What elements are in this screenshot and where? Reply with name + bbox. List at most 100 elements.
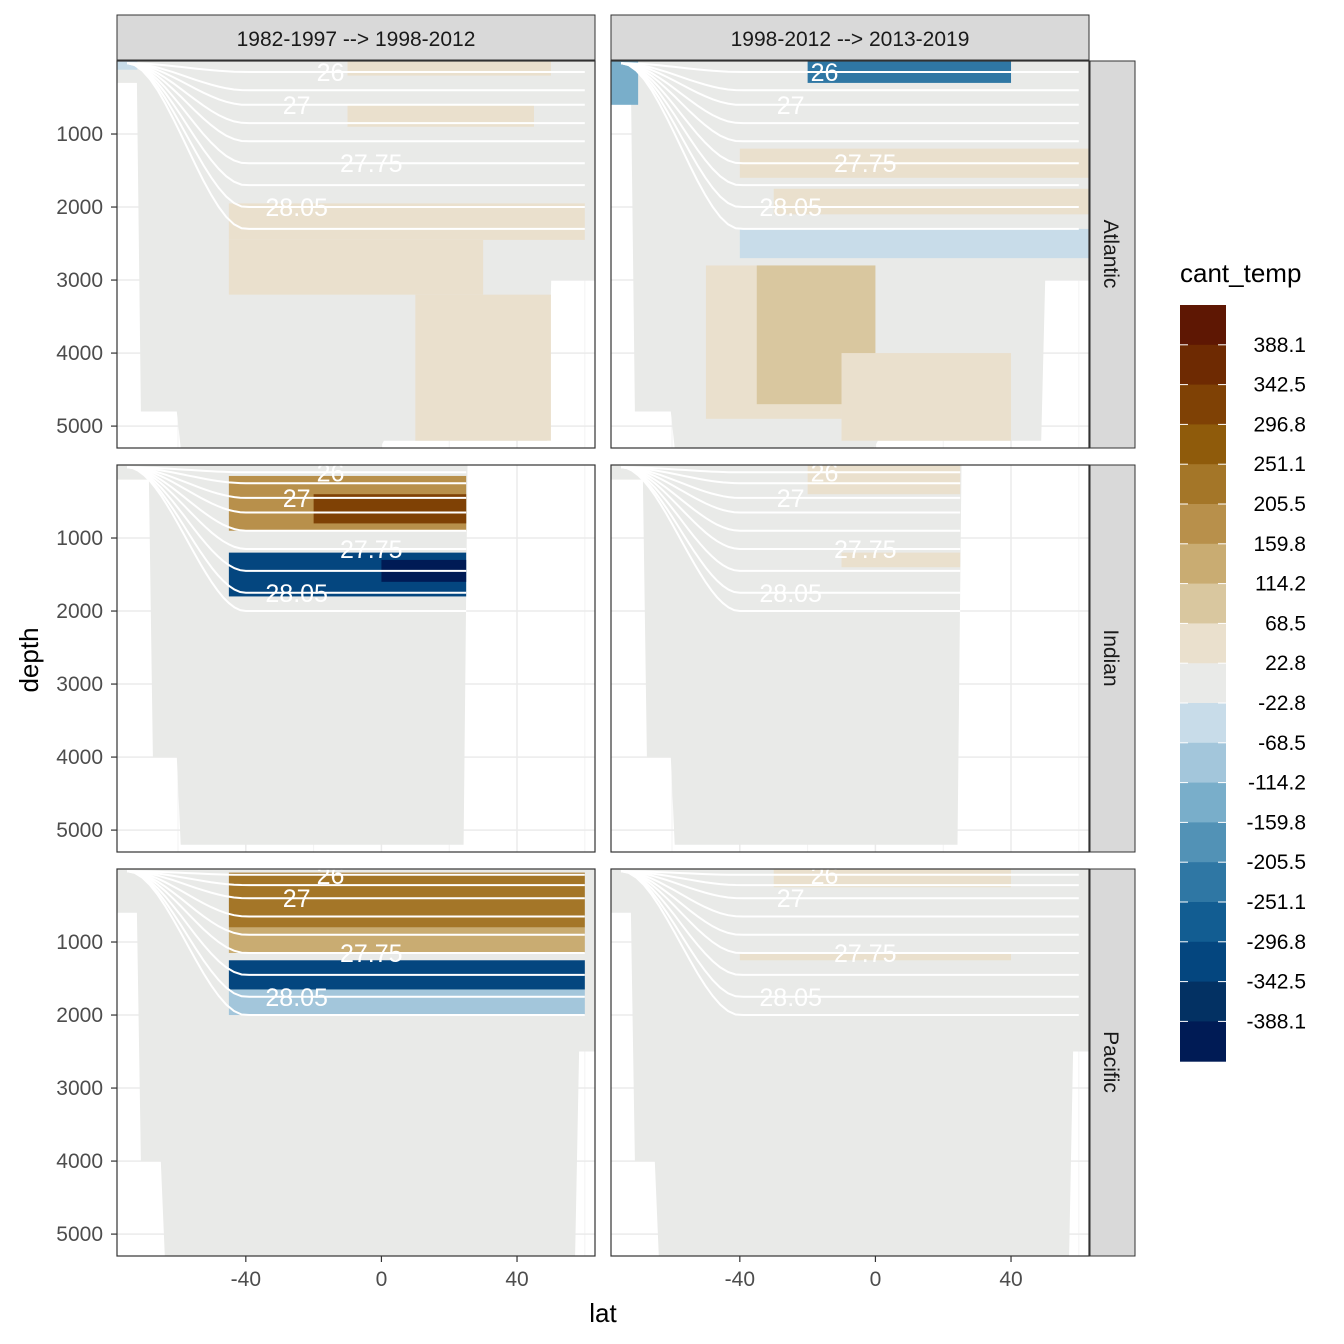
anomaly-band xyxy=(228,927,585,953)
isopycnal-label: 27.75 xyxy=(834,536,897,564)
isopycnal-label: 28.05 xyxy=(265,984,328,1012)
legend-label: 68.5 xyxy=(1265,612,1306,635)
x-axis-title: lat xyxy=(589,1298,617,1328)
isopycnal-line xyxy=(621,466,961,572)
legend-swatch xyxy=(1180,981,1226,1022)
isopycnal-label: 26 xyxy=(811,459,839,487)
y-tick-label: 5000 xyxy=(56,819,103,842)
isopycnal-line xyxy=(127,466,467,499)
isopycnal-line xyxy=(127,62,585,143)
isopycnal-label: 27.75 xyxy=(340,150,403,178)
legend-swatch xyxy=(1180,583,1226,624)
legend-labels: 388.1 342.5 296.8 251.1 205.5 159.8 114.2 68.5 2… xyxy=(1246,334,1306,1034)
isopycnal-line xyxy=(621,466,961,499)
legend-swatch xyxy=(1180,742,1226,784)
isopycnal-line xyxy=(621,62,1079,143)
isopycnal-label: 27 xyxy=(777,885,805,913)
legend-swatch xyxy=(1180,464,1226,505)
panel-border xyxy=(116,60,596,449)
isopycnal-label: 27.75 xyxy=(834,940,897,968)
anomaly-band xyxy=(313,494,467,524)
x-tick-label: 40 xyxy=(505,1268,528,1291)
isopycnal-line xyxy=(621,466,961,532)
anomaly-band xyxy=(228,872,585,928)
legend-swatch xyxy=(1180,782,1226,823)
isopycnal-line xyxy=(126,62,585,230)
y-tick-label: 5000 xyxy=(56,415,103,438)
isopycnal-line xyxy=(621,870,1079,936)
isopycnal-label: 28.05 xyxy=(265,580,328,608)
isopycnal-line xyxy=(621,870,1079,900)
isopycnal-line xyxy=(621,62,1079,187)
legend-label: -22.8 xyxy=(1258,692,1306,715)
legend-swatch xyxy=(1180,504,1226,545)
isopycnal-label: 26 xyxy=(317,459,345,487)
legend-swatch xyxy=(1180,663,1226,704)
isopycnal-line xyxy=(621,62,1079,165)
isopycnal-line xyxy=(621,62,1079,73)
legend-swatch xyxy=(1180,344,1226,386)
isopycnal-line xyxy=(621,870,1079,887)
isopycnal-line xyxy=(127,870,585,976)
isopycnal-label: 27.75 xyxy=(340,536,403,564)
row-strip-label-atlantic: Atlantic xyxy=(1099,220,1122,289)
legend-label: 342.5 xyxy=(1253,374,1306,397)
y-tick-label: 2000 xyxy=(56,600,103,623)
legend-swatch xyxy=(1180,424,1226,465)
panel-border xyxy=(116,464,596,853)
y-tick-label: 3000 xyxy=(56,673,103,696)
anomaly-band xyxy=(841,552,961,568)
isopycnal-label: 26 xyxy=(317,59,345,87)
isopycnal-line xyxy=(127,466,467,572)
isopycnal-label: 28.05 xyxy=(759,580,822,608)
column-strip-label-2: 1998-2012 --> 2013-2019 xyxy=(731,28,970,51)
y-tick-label: 2000 xyxy=(56,1004,103,1027)
isopycnal-line xyxy=(126,870,585,1016)
legend-label: 388.1 xyxy=(1253,334,1306,357)
panel-border xyxy=(116,868,596,1257)
anomaly-band xyxy=(773,188,1089,215)
isopycnal-line xyxy=(127,62,585,187)
anomaly-band xyxy=(228,203,585,240)
isopycnal-line xyxy=(127,870,585,998)
isopycnal-line xyxy=(621,466,961,514)
legend-label: 114.2 xyxy=(1255,573,1306,596)
x-axis-period-2: -40 0 40 xyxy=(725,1256,1023,1291)
x-tick-label: 0 xyxy=(870,1268,882,1291)
anomaly-band xyxy=(117,61,138,70)
isopycnal-line xyxy=(621,466,961,474)
isopycnal-label: 26 xyxy=(811,59,839,87)
y-tick-label: 3000 xyxy=(56,269,103,292)
isopycnal-line xyxy=(621,870,1079,998)
anomaly-band xyxy=(739,228,1089,259)
y-axis-title: depth xyxy=(14,627,44,692)
isopycnal-line xyxy=(621,466,961,612)
panel-border xyxy=(610,868,1090,1257)
x-tick-label: -40 xyxy=(231,1268,261,1291)
isopycnal-label: 27.75 xyxy=(340,940,403,968)
isopycnal-line xyxy=(127,870,585,876)
legend-swatch xyxy=(1180,862,1226,903)
legend: cant_temp 388.1 342.5 296.8 251.1 205.5 159.8… xyxy=(1180,258,1306,1062)
isopycnal-label: 27 xyxy=(777,92,805,120)
row-strip-pacific: Pacific xyxy=(1089,868,1136,1257)
y-tick-label: 1000 xyxy=(56,527,103,550)
y-axis-indian: 1000 2000 3000 4000 5000 xyxy=(56,527,117,842)
y-tick-label: 4000 xyxy=(56,1150,103,1173)
isopycnal-line xyxy=(127,466,467,532)
y-tick-label: 4000 xyxy=(56,746,103,769)
legend-label: -388.1 xyxy=(1246,1010,1306,1033)
isopycnal-label: 27 xyxy=(283,92,311,120)
y-tick-label: 2000 xyxy=(56,196,103,219)
isopycnal-line xyxy=(127,62,585,106)
legend-label: -342.5 xyxy=(1246,971,1306,994)
legend-label: 251.1 xyxy=(1253,453,1306,476)
anomaly-band xyxy=(347,61,551,76)
